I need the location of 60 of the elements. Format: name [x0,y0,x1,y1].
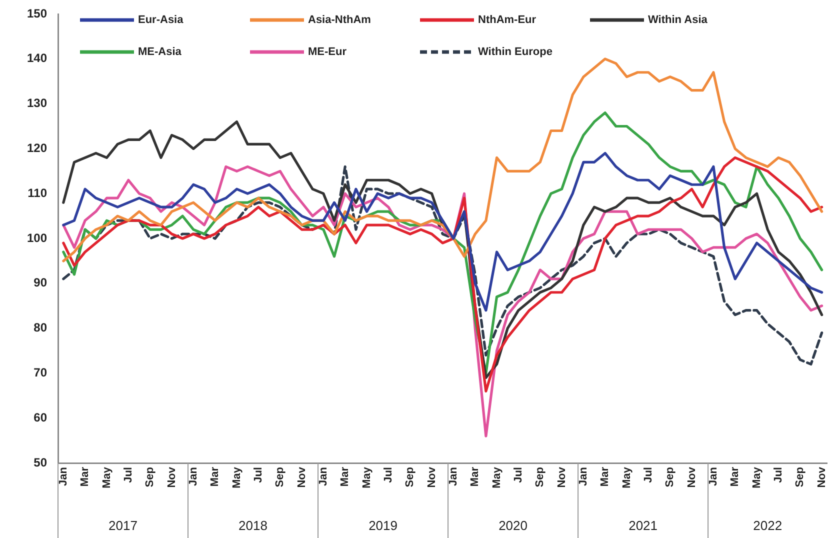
legend-label: Within Asia [648,14,708,26]
x-tick-label: Sep [274,466,286,488]
x-tick-label: Sep [664,466,676,488]
x-tick-label: Jan [317,466,330,486]
x-tick-label: May [100,466,113,488]
x-tick-label: Nov [556,466,568,488]
y-tick-label: 60 [34,410,48,424]
x-tick-label: Jul [772,467,784,483]
x-tick-label: Mar [209,466,222,487]
text: 2021 [628,518,658,533]
x-tick-label: Jan [707,466,720,486]
y-tick-label: 90 [34,276,48,290]
x-tick-label: Mar [339,466,352,487]
x-tick-label: Jan [187,466,200,486]
legend-label: Asia-NthAm [308,14,372,26]
y-tick-label: 70 [34,366,48,380]
x-tick-label: Sep [794,466,806,488]
y-tick-label: 140 [26,51,48,66]
legend-label: NthAm-Eur [478,14,537,26]
x-tick-label: May [230,466,243,488]
legend-label: Eur-Asia [138,14,184,26]
text: 2017 [108,518,138,533]
x-tick-label: Mar [599,466,612,487]
x-tick-label: May [620,466,633,488]
x-tick-label: Mar [469,466,482,487]
x-tick-label: Nov [816,466,828,488]
legend-label: Within Europe [478,46,552,58]
y-tick-label: 110 [28,186,48,200]
x-tick-label: Jan [447,466,460,486]
x-tick-label: Sep [144,466,156,488]
x-tick-label: Jul [512,467,524,483]
text: 2022 [753,518,782,533]
x-tick-label: Jul [252,467,264,483]
x-tick-label: Nov [426,466,438,488]
legend-label: ME-Asia [138,46,182,58]
y-tick-label: 50 [34,455,48,470]
legend-label: ME-Eur [308,46,348,58]
text: 2018 [238,518,268,533]
x-tick-label: Nov [166,466,178,488]
x-tick-label: May [490,466,503,488]
y-tick-label: 80 [34,320,48,335]
x-tick-label: Mar [729,466,742,487]
y-tick-label: 130 [26,96,48,110]
x-tick-label: May [750,466,763,488]
x-tick-label: Jul [642,467,654,483]
x-tick-label: May [360,466,373,488]
text: 2020 [498,518,528,533]
x-tick-label: Jul [382,467,394,483]
x-tick-label: Nov [296,466,308,488]
x-tick-label: Jan [577,466,590,486]
x-tick-label: Mar [79,466,92,487]
x-tick-label: Nov [686,466,698,488]
text: 2019 [368,518,398,533]
y-tick-label: 100 [26,230,48,245]
y-tick-label: 150 [26,6,48,20]
x-tick-label: Sep [404,466,416,488]
y-tick-label: 120 [26,141,48,156]
x-tick-label: Jul [122,467,134,483]
x-tick-label: Sep [534,466,546,488]
x-tick-label: Jan [57,466,70,486]
